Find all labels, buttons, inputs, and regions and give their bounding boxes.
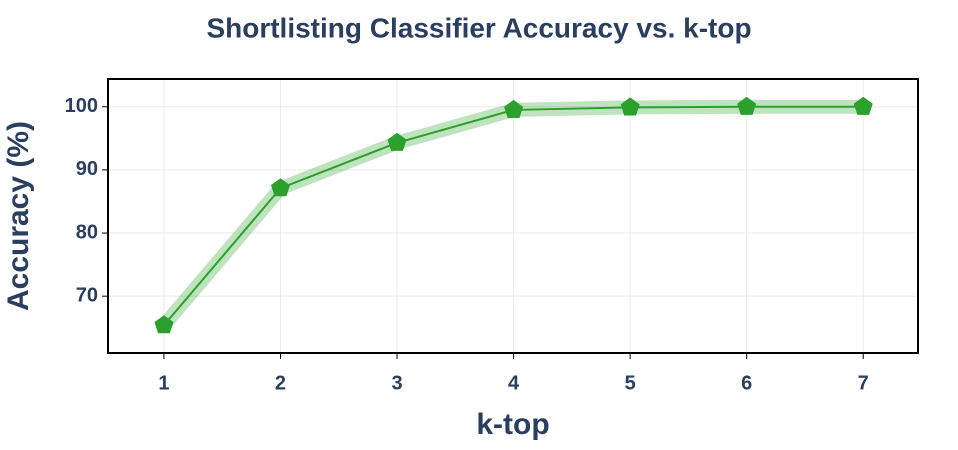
y-tick-label: 70 bbox=[76, 284, 98, 306]
marker bbox=[620, 97, 640, 116]
x-tick-label: 3 bbox=[391, 372, 402, 394]
marker bbox=[853, 96, 873, 115]
x-tick-label: 6 bbox=[741, 372, 752, 394]
x-tick-label: 2 bbox=[275, 372, 286, 394]
marker bbox=[154, 315, 174, 334]
chart-title: Shortlisting Classifier Accuracy vs. k-t… bbox=[206, 12, 751, 43]
marker bbox=[270, 178, 290, 197]
y-tick-label: 100 bbox=[65, 95, 98, 117]
marker bbox=[504, 99, 524, 119]
marker bbox=[387, 132, 407, 151]
x-tick-label: 7 bbox=[858, 372, 869, 394]
plot-frame bbox=[107, 78, 919, 354]
x-tick-label: 5 bbox=[625, 372, 636, 394]
x-tick-label: 4 bbox=[508, 372, 520, 394]
y-tick-label: 80 bbox=[76, 221, 98, 243]
y-axis-label: Accuracy (%) bbox=[2, 121, 35, 311]
x-tick-label: 1 bbox=[158, 372, 169, 394]
x-axis-label: k-top bbox=[476, 408, 549, 441]
marker bbox=[737, 96, 757, 115]
y-tick-label: 90 bbox=[76, 158, 98, 180]
